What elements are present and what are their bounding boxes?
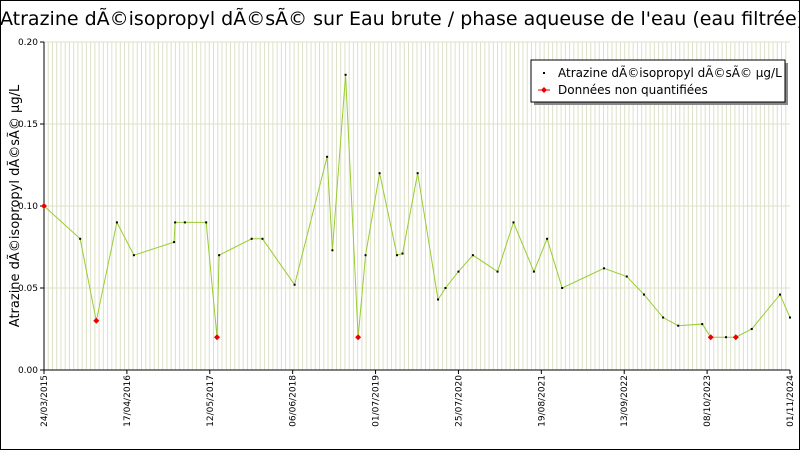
data-series: [41, 73, 791, 341]
data-point: [662, 316, 665, 319]
data-point: [293, 283, 296, 286]
data-point: [183, 221, 186, 224]
data-point: [561, 287, 564, 289]
data-point: [532, 270, 535, 273]
data-point: [546, 237, 549, 240]
data-point: [115, 221, 118, 224]
x-tick-label: 25/07/2020: [454, 375, 464, 427]
data-point-non-quantified: [707, 334, 714, 341]
data-point: [496, 270, 499, 273]
data-point: [457, 270, 460, 273]
legend-label: Atrazine dÃ©isopropyl dÃ©sÃ© µg/L: [558, 65, 782, 80]
legend-box: [530, 59, 786, 103]
legend-marker-non-quantified: [541, 87, 547, 93]
data-point-non-quantified: [355, 334, 362, 341]
data-point: [725, 336, 728, 339]
data-point: [401, 252, 404, 255]
y-tick-label: 0.15: [18, 120, 38, 130]
data-point: [396, 254, 399, 257]
legend-marker-quantified: [543, 72, 545, 74]
data-point: [364, 254, 367, 257]
x-tick-labels: 24/03/2015 17/04/2016 12/05/2017 06/06/2018…: [40, 370, 796, 427]
data-point: [326, 155, 329, 158]
data-point: [173, 241, 176, 244]
legend: Atrazine dÃ©isopropyl dÃ©sÃ© µg/L Données…: [530, 59, 788, 105]
data-point: [701, 323, 704, 326]
data-point: [174, 221, 177, 224]
data-point: [512, 221, 515, 224]
series-line: [43, 74, 791, 338]
data-point: [218, 254, 221, 257]
data-point: [261, 237, 264, 240]
x-tick-label: 01/07/2019: [372, 375, 382, 427]
y-tick-label: 0.20: [18, 38, 38, 48]
x-tick-label: 12/05/2017: [206, 375, 216, 427]
data-point: [344, 73, 347, 76]
data-point: [416, 172, 419, 175]
x-tick-label: 06/06/2018: [289, 375, 299, 427]
legend-label: Données non quantifiées: [558, 83, 708, 97]
data-point: [250, 237, 253, 240]
x-tick-label: 01/11/2024: [786, 375, 796, 427]
data-point: [750, 328, 753, 330]
data-point-non-quantified: [93, 317, 100, 324]
y-axis-label: Atrazine dÃ©isopropyl dÃ©sÃ© µg/L: [7, 84, 23, 327]
x-tick-label: 24/03/2015: [40, 375, 50, 427]
x-tick-label: 08/10/2023: [703, 375, 713, 427]
data-point: [331, 249, 334, 252]
data-point: [779, 293, 782, 296]
data-point: [437, 298, 440, 301]
x-tick-label: 17/04/2016: [123, 375, 133, 427]
data-point: [132, 254, 135, 257]
data-point: [642, 293, 645, 296]
y-tick-label: 0.00: [18, 366, 38, 376]
x-tick-label: 19/08/2021: [537, 375, 547, 427]
data-point: [625, 275, 628, 278]
data-point-non-quantified: [41, 203, 47, 209]
data-point: [603, 267, 606, 270]
data-point: [378, 172, 381, 175]
data-point: [471, 254, 474, 257]
chart-title: Atrazine dÃ©isopropyl dÃ©sÃ© sur Eau bru…: [0, 8, 800, 30]
data-point-non-quantified: [214, 334, 221, 341]
data-point: [677, 324, 680, 327]
y-tick-label: 0.05: [18, 284, 38, 294]
data-point-non-quantified: [732, 334, 739, 341]
x-tick-label: 13/09/2022: [620, 375, 630, 427]
data-point: [444, 287, 447, 289]
y-tick-label: 0.10: [18, 202, 38, 212]
data-point: [205, 221, 208, 224]
data-point: [789, 316, 791, 319]
data-point: [79, 237, 82, 240]
